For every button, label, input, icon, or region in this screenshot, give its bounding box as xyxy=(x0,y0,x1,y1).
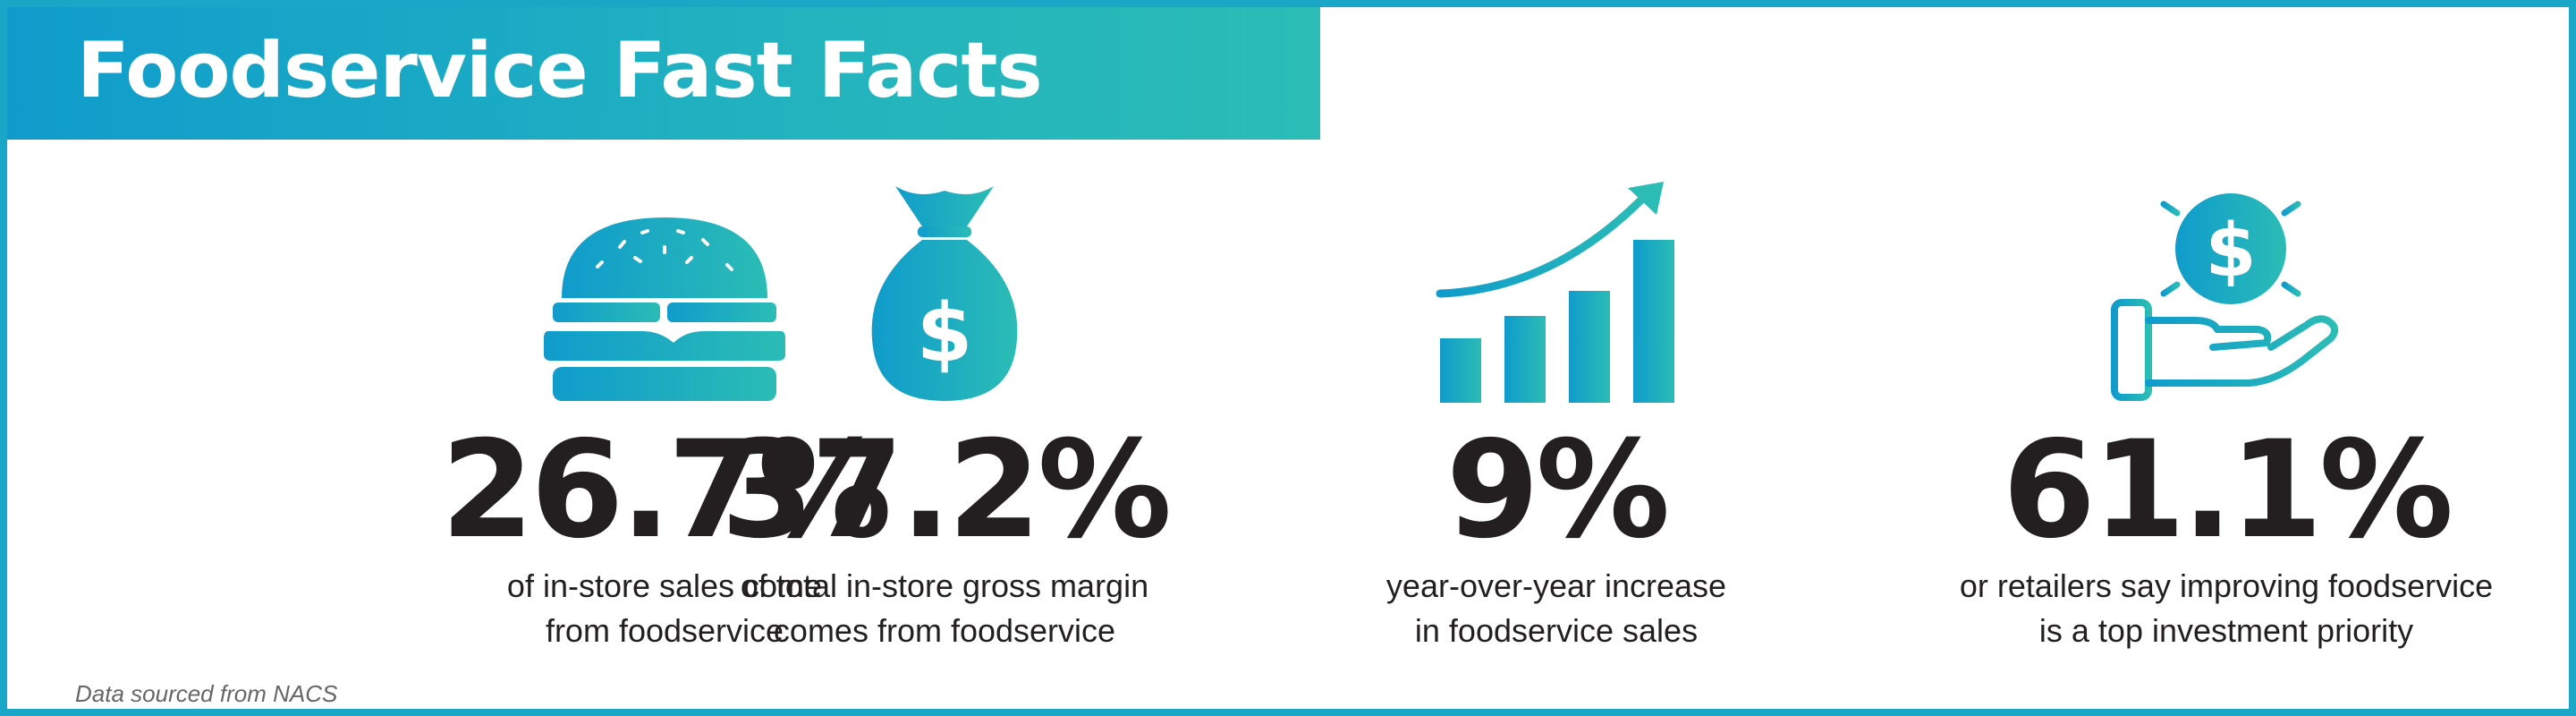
svg-text:$: $ xyxy=(917,286,973,380)
description-line: is a top investment priority xyxy=(2038,612,2414,649)
money-bag-icon: $ xyxy=(855,177,1034,414)
description-line: of total in-store gross margin xyxy=(740,567,1149,604)
growth-chart-icon xyxy=(1422,177,1690,414)
svg-text:$: $ xyxy=(2205,209,2256,294)
stat-value: 26.7% xyxy=(440,413,892,568)
description-line: or retailers say improving foodservice xyxy=(1959,567,2494,604)
stat-value: 9% xyxy=(1445,413,1671,568)
burger-icon xyxy=(535,177,794,414)
stat-value: 61.1% xyxy=(2002,413,2453,568)
description-line: of in-store sales come xyxy=(506,567,823,604)
source-note: Data sourced from NACS xyxy=(75,680,338,707)
stat-description: of total in-store gross margin comes fro… xyxy=(667,564,1222,653)
description-line: comes from foodservice xyxy=(773,612,1116,649)
description-line: in foodservice sales xyxy=(1414,612,1699,649)
title-banner: Foodservice Fast Facts xyxy=(7,7,1320,140)
description-line: from foodservice xyxy=(545,612,784,649)
page-title: Foodservice Fast Facts xyxy=(77,26,1043,115)
stat-description: of in-store sales come from foodservice xyxy=(387,564,942,653)
stat-description: or retailers say improving foodservice i… xyxy=(1949,564,2504,653)
hand-coin-icon: $ xyxy=(2097,177,2356,414)
stat-value: 37.2% xyxy=(720,413,1172,568)
stat-description: year-over-year increase in foodservice s… xyxy=(1279,564,1834,653)
description-line: year-over-year increase xyxy=(1385,567,1727,604)
